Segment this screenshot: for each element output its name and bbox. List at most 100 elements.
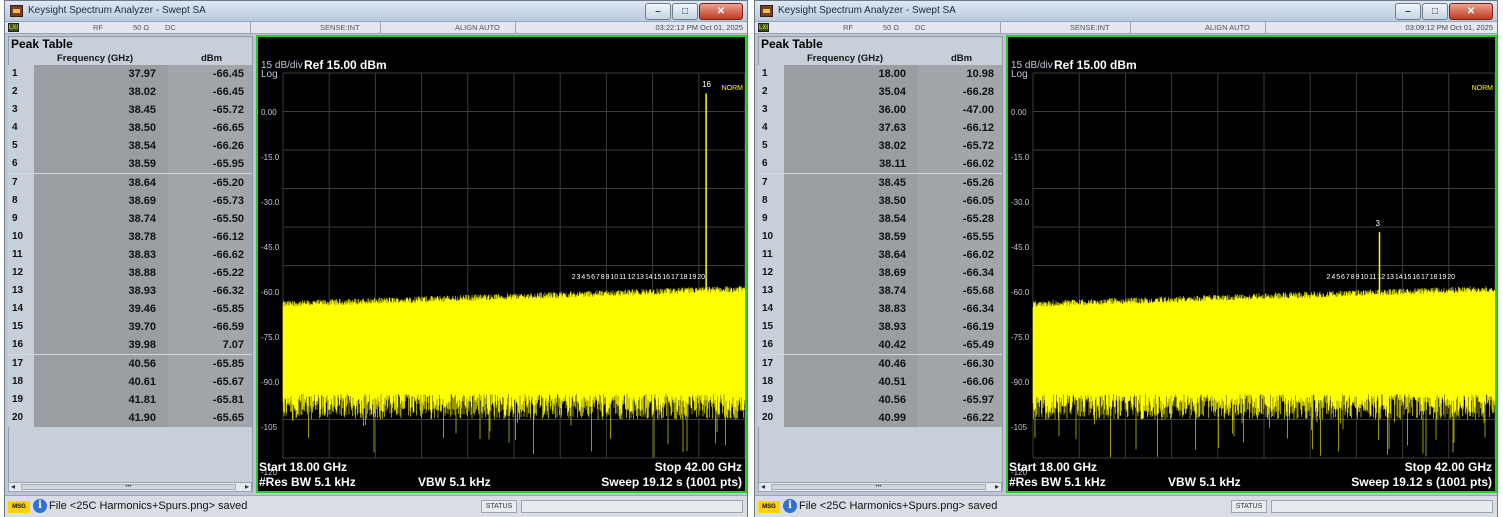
log-label: Log [261,69,278,80]
scroll-thumb[interactable]: ••• [21,484,236,490]
table-row[interactable]: 6 38.59 -65.95 [8,155,252,174]
peak-index: 6 [8,155,34,174]
status-button[interactable]: STATUS [1231,500,1267,513]
peak-index: 10 [8,227,34,246]
peak-index: 8 [8,191,34,210]
analyzer-window: Keysight Spectrum Analyzer - Swept SA – … [754,0,1498,517]
scroll-left-icon[interactable]: ◂ [761,482,766,491]
peak-index: 15 [758,318,784,337]
table-row[interactable]: 4 38.50 -66.65 [8,119,252,138]
scroll-left-icon[interactable]: ◂ [11,482,16,491]
table-row[interactable]: 1 18.00 10.98 [758,65,1002,84]
table-row[interactable]: 14 39.46 -65.85 [8,300,252,319]
peak-amplitude: -65.55 [918,227,1002,246]
table-row[interactable]: 10 38.59 -65.55 [758,227,1002,246]
status-button[interactable]: STATUS [481,500,517,513]
app-icon [760,5,773,17]
table-row[interactable]: 17 40.56 -65.85 [8,354,252,373]
sense-status: SENSE:INT [320,23,360,32]
peak-frequency: 40.51 [784,372,918,391]
table-row[interactable]: 3 38.45 -65.72 [8,101,252,120]
table-row[interactable]: 9 38.54 -65.28 [758,209,1002,228]
timestamp: 03:22:12 PM Oct 01, 2025 [655,23,743,32]
reference-level: Ref 15.00 dBm [304,58,387,72]
table-row[interactable]: 20 41.90 -65.65 [8,408,252,427]
peak-frequency: 37.63 [784,119,918,138]
table-row[interactable]: 5 38.02 -65.72 [758,137,1002,156]
table-row[interactable]: 7 38.45 -65.26 [758,173,1002,192]
reference-level: Ref 15.00 dBm [1054,58,1137,72]
minimize-button[interactable]: – [645,3,671,20]
table-row[interactable]: 13 38.74 -65.68 [758,282,1002,301]
lxi-icon: LXI [758,23,769,32]
peak-index: 11 [758,245,784,264]
peak-frequency: 38.93 [784,318,918,337]
peak-amplitude: -65.95 [168,155,252,174]
peak-index: 12 [758,264,784,283]
minimize-button[interactable]: – [1395,3,1421,20]
noise-band [1033,306,1495,379]
peak-frequency: 38.02 [784,137,918,156]
scroll-right-icon[interactable]: ▸ [244,482,249,491]
maximize-button[interactable]: □ [1422,3,1448,20]
table-row[interactable]: 6 38.11 -66.02 [758,155,1002,174]
title-bar[interactable]: Keysight Spectrum Analyzer - Swept SA – … [755,1,1497,22]
dbm-column-header[interactable]: dBm [951,53,973,64]
table-row[interactable]: 7 38.64 -65.20 [8,173,252,192]
peak-frequency: 18.00 [784,65,918,83]
table-row[interactable]: 10 38.78 -66.12 [8,227,252,246]
frequency-column-header[interactable]: Frequency (GHz) [807,53,884,64]
window-title: Keysight Spectrum Analyzer - Swept SA [28,5,206,16]
scale-label: 15 dB/div [261,60,303,71]
table-row[interactable]: 8 38.69 -65.73 [8,191,252,210]
table-row[interactable]: 17 40.46 -66.30 [758,354,1002,373]
table-row[interactable]: 15 39.70 -66.59 [8,318,252,337]
table-row[interactable]: 18 40.51 -66.06 [758,372,1002,391]
spectrum-display[interactable]: 15 dB/div Log Ref 15.00 dBm 0.00 -15.0 -30.… [1006,35,1497,493]
table-row[interactable]: 1 37.97 -66.45 [8,65,252,84]
table-row[interactable]: 12 38.88 -65.22 [8,264,252,283]
table-row[interactable]: 11 38.83 -66.62 [8,245,252,265]
table-row[interactable]: 18 40.61 -65.67 [8,372,252,391]
close-button[interactable]: ✕ [699,3,743,20]
table-row[interactable]: 2 38.02 -66.45 [8,83,252,102]
peak-frequency: 38.93 [34,282,168,301]
table-row[interactable]: 5 38.54 -66.26 [8,137,252,156]
scroll-right-icon[interactable]: ▸ [994,482,999,491]
peak-amplitude: -65.28 [918,209,1002,228]
y-axis-label: -45.0 [1011,243,1030,252]
peak-frequency: 38.50 [34,119,168,138]
horizontal-scrollbar[interactable]: ◂ ••• ▸ [758,482,1002,492]
table-row[interactable]: 13 38.93 -66.32 [8,282,252,301]
horizontal-scrollbar[interactable]: ◂ ••• ▸ [8,482,252,492]
maximize-button[interactable]: □ [672,3,698,20]
scroll-thumb[interactable]: ••• [771,484,986,490]
table-row[interactable]: 19 40.56 -65.97 [758,390,1002,409]
peak-amplitude: -66.30 [918,354,1002,373]
sense-status: SENSE:INT [1070,23,1110,32]
table-row[interactable]: 14 38.83 -66.34 [758,300,1002,319]
peak-frequency: 38.59 [784,227,918,246]
table-row[interactable]: 2 35.04 -66.28 [758,83,1002,102]
table-row[interactable]: 19 41.81 -65.81 [8,390,252,409]
table-row[interactable]: 16 40.42 -65.49 [758,336,1002,355]
frequency-column-header[interactable]: Frequency (GHz) [57,53,134,64]
peak-index: 10 [758,227,784,246]
table-row[interactable]: 12 38.69 -66.34 [758,264,1002,283]
peak-amplitude: 7.07 [168,336,252,355]
table-row[interactable]: 9 38.74 -65.50 [8,209,252,228]
table-row[interactable]: 11 38.64 -66.02 [758,245,1002,265]
peak-amplitude: -66.19 [918,318,1002,337]
dbm-column-header[interactable]: dBm [201,53,223,64]
table-row[interactable]: 20 40.99 -66.22 [758,408,1002,427]
table-row[interactable]: 16 39.98 7.07 [8,336,252,355]
table-row[interactable]: 15 38.93 -66.19 [758,318,1002,337]
y-axis-label: -45.0 [261,243,280,252]
title-bar[interactable]: Keysight Spectrum Analyzer - Swept SA – … [5,1,747,22]
spectrum-display[interactable]: 15 dB/div Log Ref 15.00 dBm 0.00 -15.0 -30.… [256,35,747,493]
close-button[interactable]: ✕ [1449,3,1493,20]
table-row[interactable]: 3 36.00 -47.00 [758,101,1002,120]
peak-amplitude: -65.72 [918,137,1002,156]
table-row[interactable]: 4 37.63 -66.12 [758,119,1002,138]
table-row[interactable]: 8 38.50 -66.05 [758,191,1002,210]
